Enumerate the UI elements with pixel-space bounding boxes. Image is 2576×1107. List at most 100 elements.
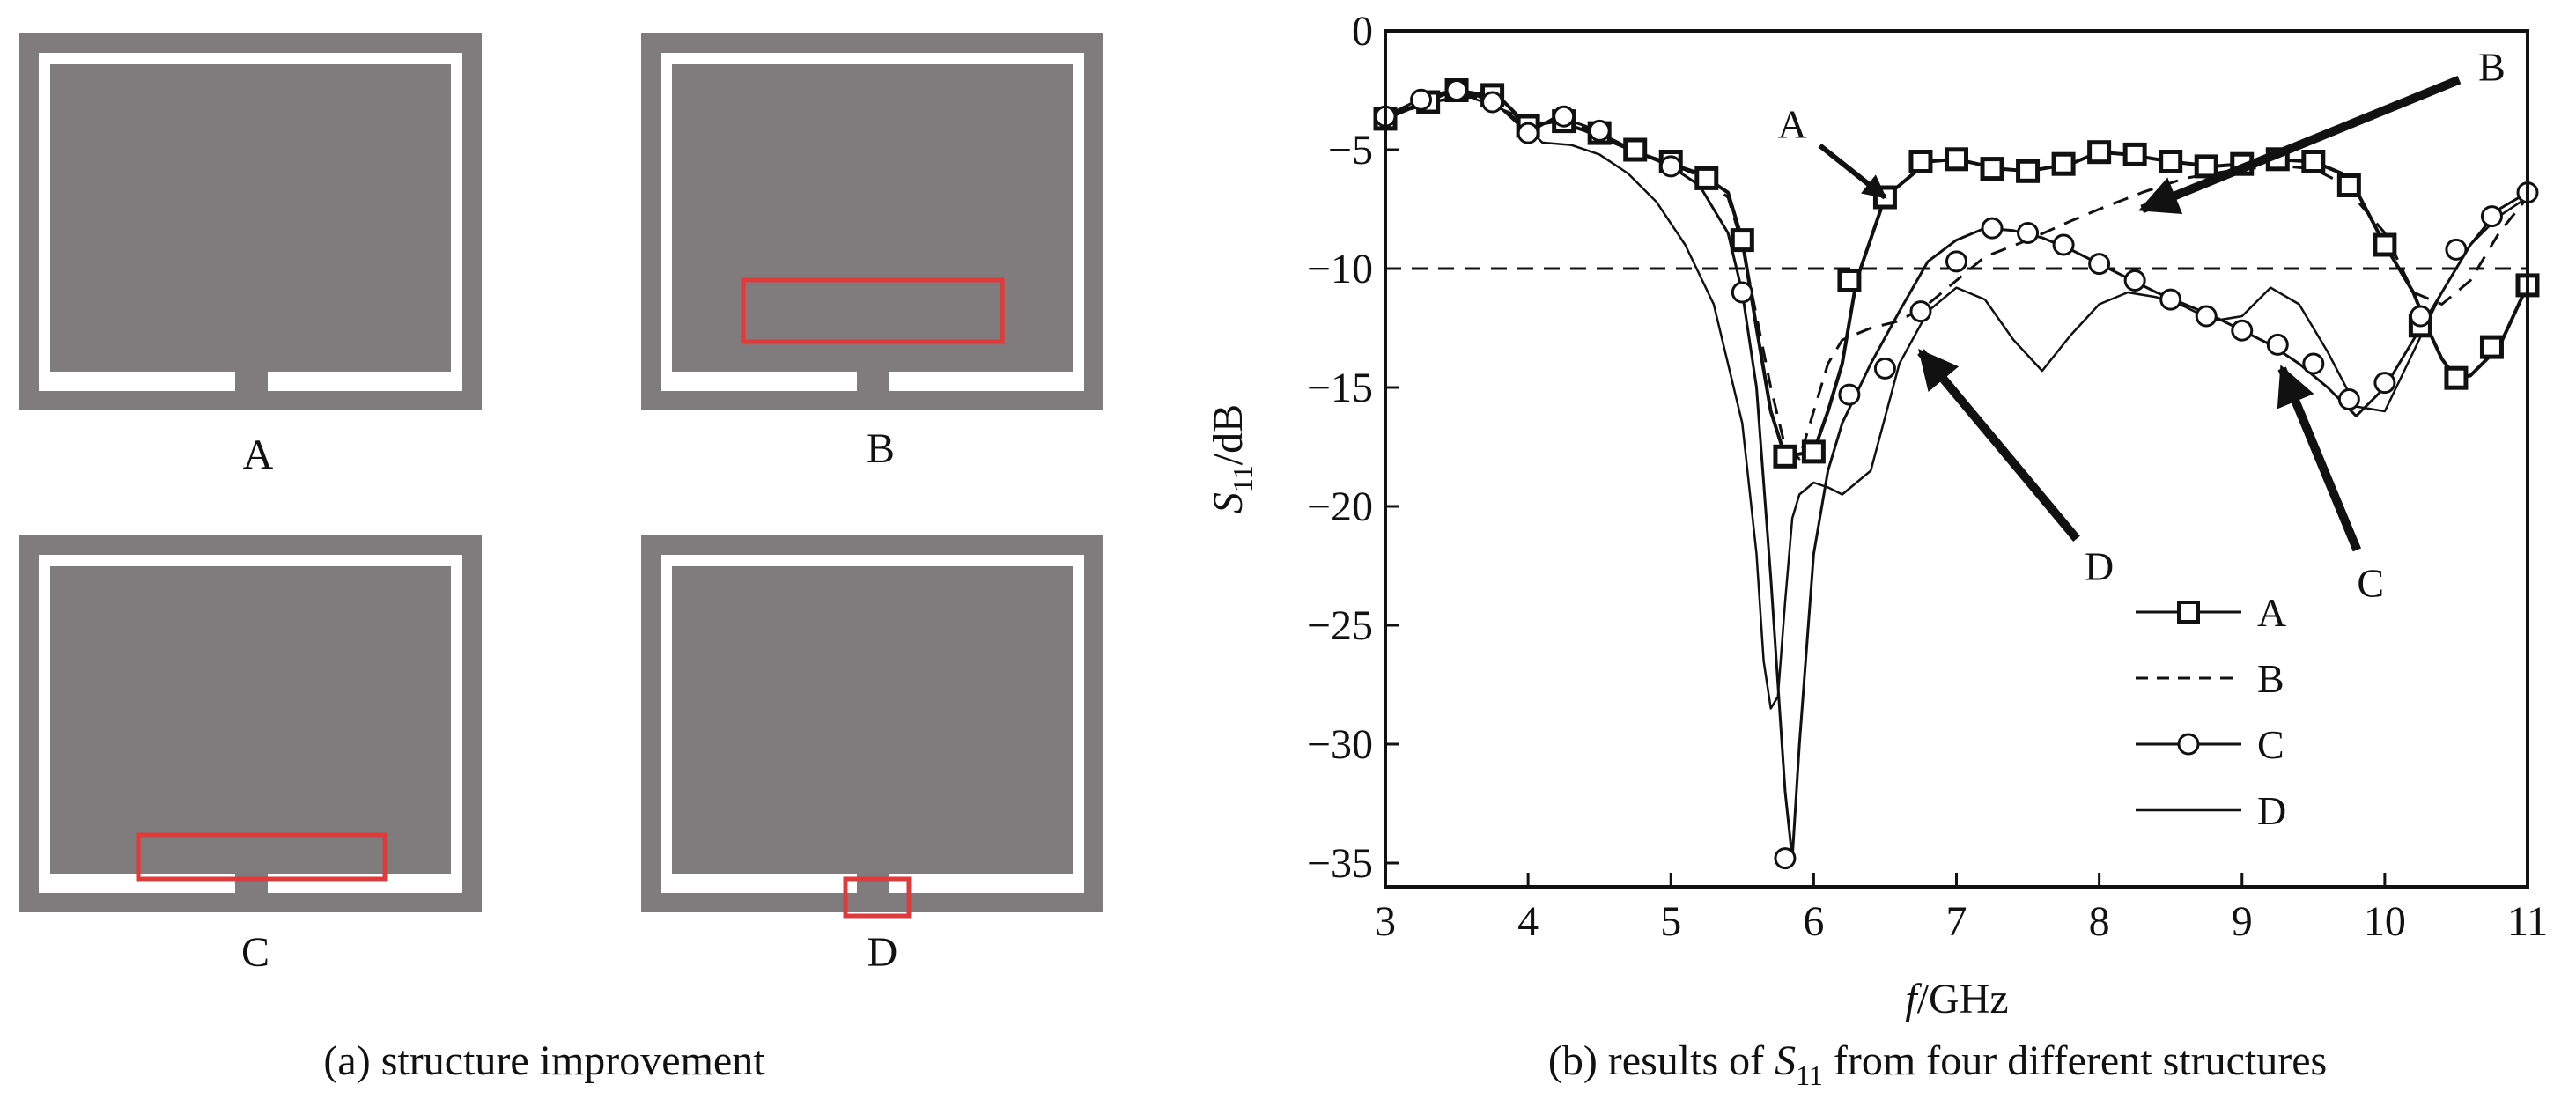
data-point-c	[1659, 155, 1682, 178]
data-point-a	[2194, 154, 2218, 179]
highlight-box	[741, 277, 1005, 344]
data-point-c	[2337, 388, 2360, 410]
data-point-c	[1909, 300, 1932, 323]
data-point-c	[1838, 383, 1861, 406]
y-axis-title-symbol: S	[1205, 492, 1251, 513]
structure-label-d: D	[867, 929, 898, 976]
highlight-box	[843, 876, 912, 919]
legend-marker-c	[2177, 733, 2200, 756]
data-point-c	[2195, 305, 2218, 328]
data-point-a	[1694, 166, 1719, 190]
x-tick-label: 8	[2089, 898, 2110, 945]
structure-label-b: B	[867, 425, 895, 472]
antenna-structure-c	[19, 535, 482, 912]
data-point-c	[1445, 79, 1468, 101]
data-point-a	[2122, 142, 2147, 166]
x-tick-label: 3	[1375, 898, 1396, 945]
series-line-b	[1384, 93, 2529, 461]
y-tick-label: −35	[1307, 840, 1373, 887]
caption-a: (a) structure improvement	[323, 1037, 765, 1084]
data-point-a	[1980, 157, 2004, 181]
data-point-c	[2302, 352, 2325, 375]
y-tick-label: −30	[1307, 721, 1373, 768]
x-tick-label: 5	[1660, 898, 1681, 945]
x-tick-label: 11	[2507, 898, 2548, 945]
y-axis-title-unit: /dB	[1205, 404, 1251, 465]
data-point-a	[2159, 150, 2183, 173]
legend-label-c: C	[2257, 722, 2284, 767]
data-point-a	[2016, 159, 2041, 183]
data-point-c	[1410, 88, 1433, 111]
data-point-a	[2444, 365, 2469, 390]
data-point-c	[1553, 105, 1576, 128]
annotation-arrow-c	[2277, 365, 2361, 552]
data-point-a	[1801, 439, 1826, 464]
data-point-c	[2052, 233, 2075, 256]
data-point-c	[1481, 91, 1504, 114]
annotation-label-b: B	[2478, 45, 2506, 90]
annotation-label-a: A	[1777, 101, 1806, 146]
data-point-c	[1588, 119, 1611, 142]
legend-label-d: D	[2257, 788, 2286, 833]
antenna-structure-d	[641, 535, 1103, 919]
y-tick-label: −10	[1307, 246, 1373, 292]
legend-label-a: A	[2257, 590, 2286, 635]
data-point-c	[1945, 250, 1967, 273]
data-point-c	[1517, 122, 1539, 144]
structure-label-c: C	[241, 929, 269, 976]
data-point-c	[1774, 847, 1797, 870]
antenna-structure-a	[19, 33, 482, 410]
data-point-a	[1730, 228, 1754, 253]
series-line-d	[1384, 96, 2528, 710]
annotation-arrow-d	[1917, 349, 2080, 542]
data-point-a	[2373, 232, 2397, 257]
caption-b: (b) results of S11 from four different s…	[1548, 1037, 2327, 1091]
data-point-a	[1623, 137, 1648, 162]
data-point-c	[2409, 305, 2432, 328]
caption-b-symbol: S	[1775, 1037, 1796, 1084]
data-point-a	[2301, 150, 2326, 173]
data-point-c	[2088, 253, 2111, 276]
data-point-c	[2445, 238, 2468, 261]
caption-b-subscript: 11	[1796, 1059, 1823, 1091]
structure-panel: A B C D (a) structure improvement	[19, 33, 1103, 1084]
x-tick-label: 4	[1517, 898, 1539, 945]
x-tick-label: 10	[2364, 898, 2406, 945]
annotation-label-c: C	[2357, 560, 2384, 605]
legend-marker-a	[2177, 601, 2200, 624]
data-point-a	[1773, 444, 1797, 469]
caption-b-prefix: (b) results of	[1548, 1037, 1775, 1084]
data-point-a	[1945, 147, 1968, 172]
data-point-c	[2231, 319, 2254, 342]
data-point-c	[1873, 357, 1896, 380]
data-point-c	[1731, 281, 1753, 304]
data-point-a	[1908, 150, 1933, 173]
x-axis-title: f/GHz	[1905, 976, 2008, 1022]
data-point-c	[2373, 372, 2396, 395]
highlight-box	[136, 832, 388, 882]
y-tick-label: −25	[1307, 602, 1373, 649]
y-tick-label: 0	[1352, 8, 1373, 55]
data-point-c	[2159, 288, 2182, 311]
annotation-arrow-b	[2138, 75, 2462, 215]
y-axis-title-subscript: 11	[1227, 465, 1258, 492]
annotation-label-d: D	[2085, 544, 2114, 589]
data-point-c	[2266, 333, 2289, 356]
x-tick-label: 7	[1946, 898, 1967, 945]
series-line-c	[1384, 89, 2528, 860]
data-point-c	[2123, 269, 2146, 292]
data-point-c	[2017, 222, 2040, 244]
y-tick-label: −20	[1307, 483, 1373, 530]
x-axis-title-unit: /GHz	[1917, 976, 2009, 1022]
x-tick-label: 6	[1803, 898, 1824, 945]
data-point-c	[2480, 205, 2503, 228]
y-tick-label: −5	[1328, 127, 1373, 173]
data-point-a	[2051, 151, 2076, 176]
x-tick-label: 9	[2232, 898, 2253, 945]
legend-label-b: B	[2257, 656, 2284, 701]
structure-label-a: A	[243, 432, 274, 478]
data-point-a	[2087, 140, 2112, 165]
